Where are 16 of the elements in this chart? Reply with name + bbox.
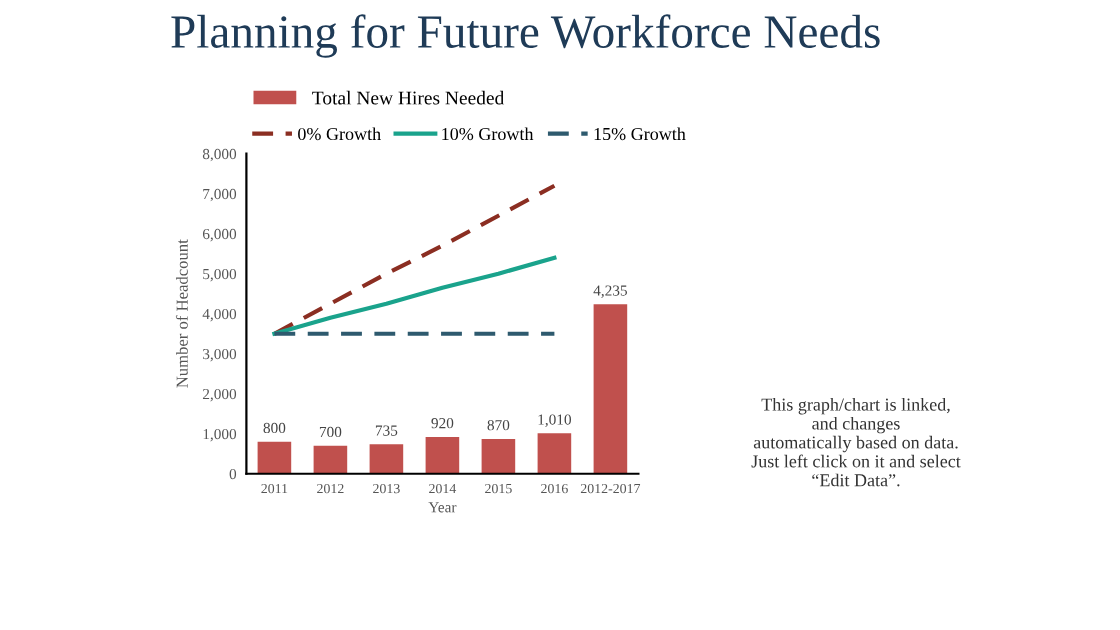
bar <box>369 444 404 474</box>
text: This graph/chart is linked, and changes automatically based on data. Just left click on it and select “Edit Data”. <box>751 397 961 487</box>
bar <box>481 438 516 474</box>
line-series <box>272 255 557 336</box>
legend-label: 10% Growth <box>442 127 534 141</box>
bar <box>257 441 292 474</box>
y-axis-title: Number of Headcount <box>175 239 188 388</box>
chart-title: Planning for Future Workforce Needs <box>171 14 880 58</box>
bar <box>425 436 460 474</box>
legend-label: 0% Growth <box>298 127 381 141</box>
bar <box>593 304 628 474</box>
bar <box>313 445 348 474</box>
legend-label: Total New Hires Needed <box>312 90 505 105</box>
bar <box>537 433 572 474</box>
line-series <box>272 183 557 336</box>
legend-label: 15% Growth <box>594 127 686 141</box>
